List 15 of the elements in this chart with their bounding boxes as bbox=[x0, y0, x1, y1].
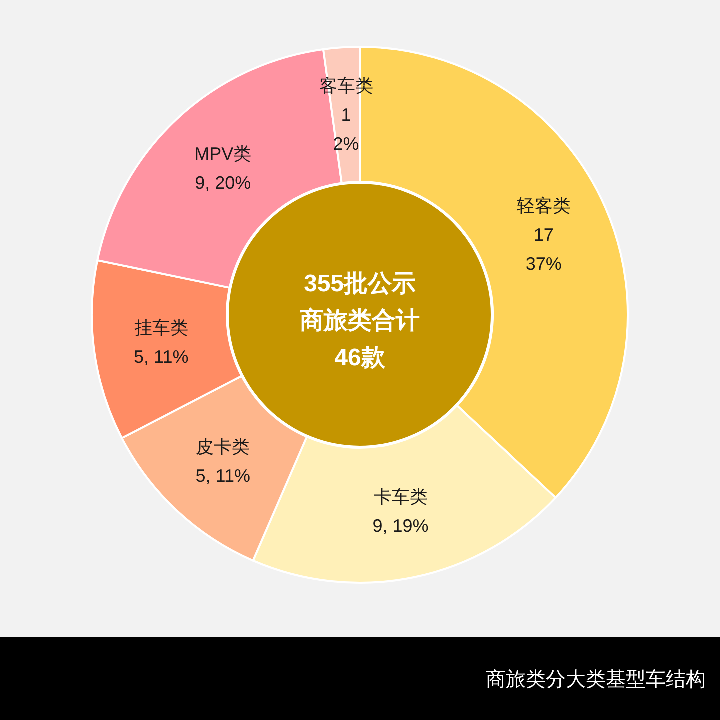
data-label: 5, 11% bbox=[196, 466, 250, 486]
slice-label: 卡车类 bbox=[374, 486, 428, 507]
slice-label: 挂车类 bbox=[134, 318, 188, 338]
data-label: 9, 19% bbox=[372, 516, 429, 536]
text: 355批公示 bbox=[304, 270, 416, 298]
data-label: 1 2% bbox=[333, 104, 360, 154]
data-label: 9, 20% bbox=[195, 172, 252, 193]
slice-label: 轻客类 bbox=[516, 196, 571, 216]
data-label: 5, 11% bbox=[134, 346, 189, 367]
text: 商旅类合计 bbox=[299, 308, 420, 334]
text: 46款 bbox=[334, 344, 386, 372]
data-label: 17 37% bbox=[526, 225, 562, 274]
slice-label: MPV类 bbox=[194, 144, 252, 164]
text: 商旅类分大类基型车结构 bbox=[486, 669, 706, 691]
slice-label: 皮卡类 bbox=[196, 437, 250, 458]
